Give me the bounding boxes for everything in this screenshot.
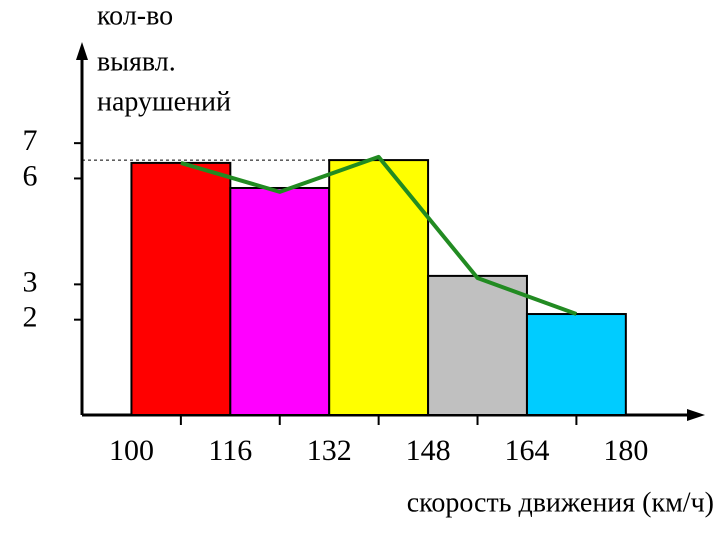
x-tick-label: 132	[307, 434, 352, 467]
x-axis-arrow	[687, 409, 705, 421]
y-tick-label: 7	[23, 124, 38, 157]
x-tick-label: 100	[109, 434, 154, 467]
bar	[328, 159, 430, 416]
y-label: выявл.	[97, 46, 176, 77]
y-tick-label: 2	[23, 301, 38, 334]
bar	[427, 274, 528, 416]
x-tick-label: 164	[504, 434, 549, 467]
bar	[130, 161, 232, 416]
x-tick-label: 180	[603, 434, 648, 467]
bar	[229, 186, 331, 416]
x-tick-label: 148	[406, 434, 451, 467]
y-tick-label: 6	[23, 159, 38, 192]
y-label: нарушений	[97, 86, 231, 117]
polygon-line	[180, 154, 578, 316]
y-label: кол-во	[97, 0, 173, 31]
y-axis-arrow	[76, 42, 88, 60]
x-tick-label: 116	[208, 434, 252, 467]
y-tick-label: 3	[23, 265, 38, 298]
x-label: скорость движения (км/ч)	[407, 487, 714, 518]
bar	[525, 313, 627, 416]
